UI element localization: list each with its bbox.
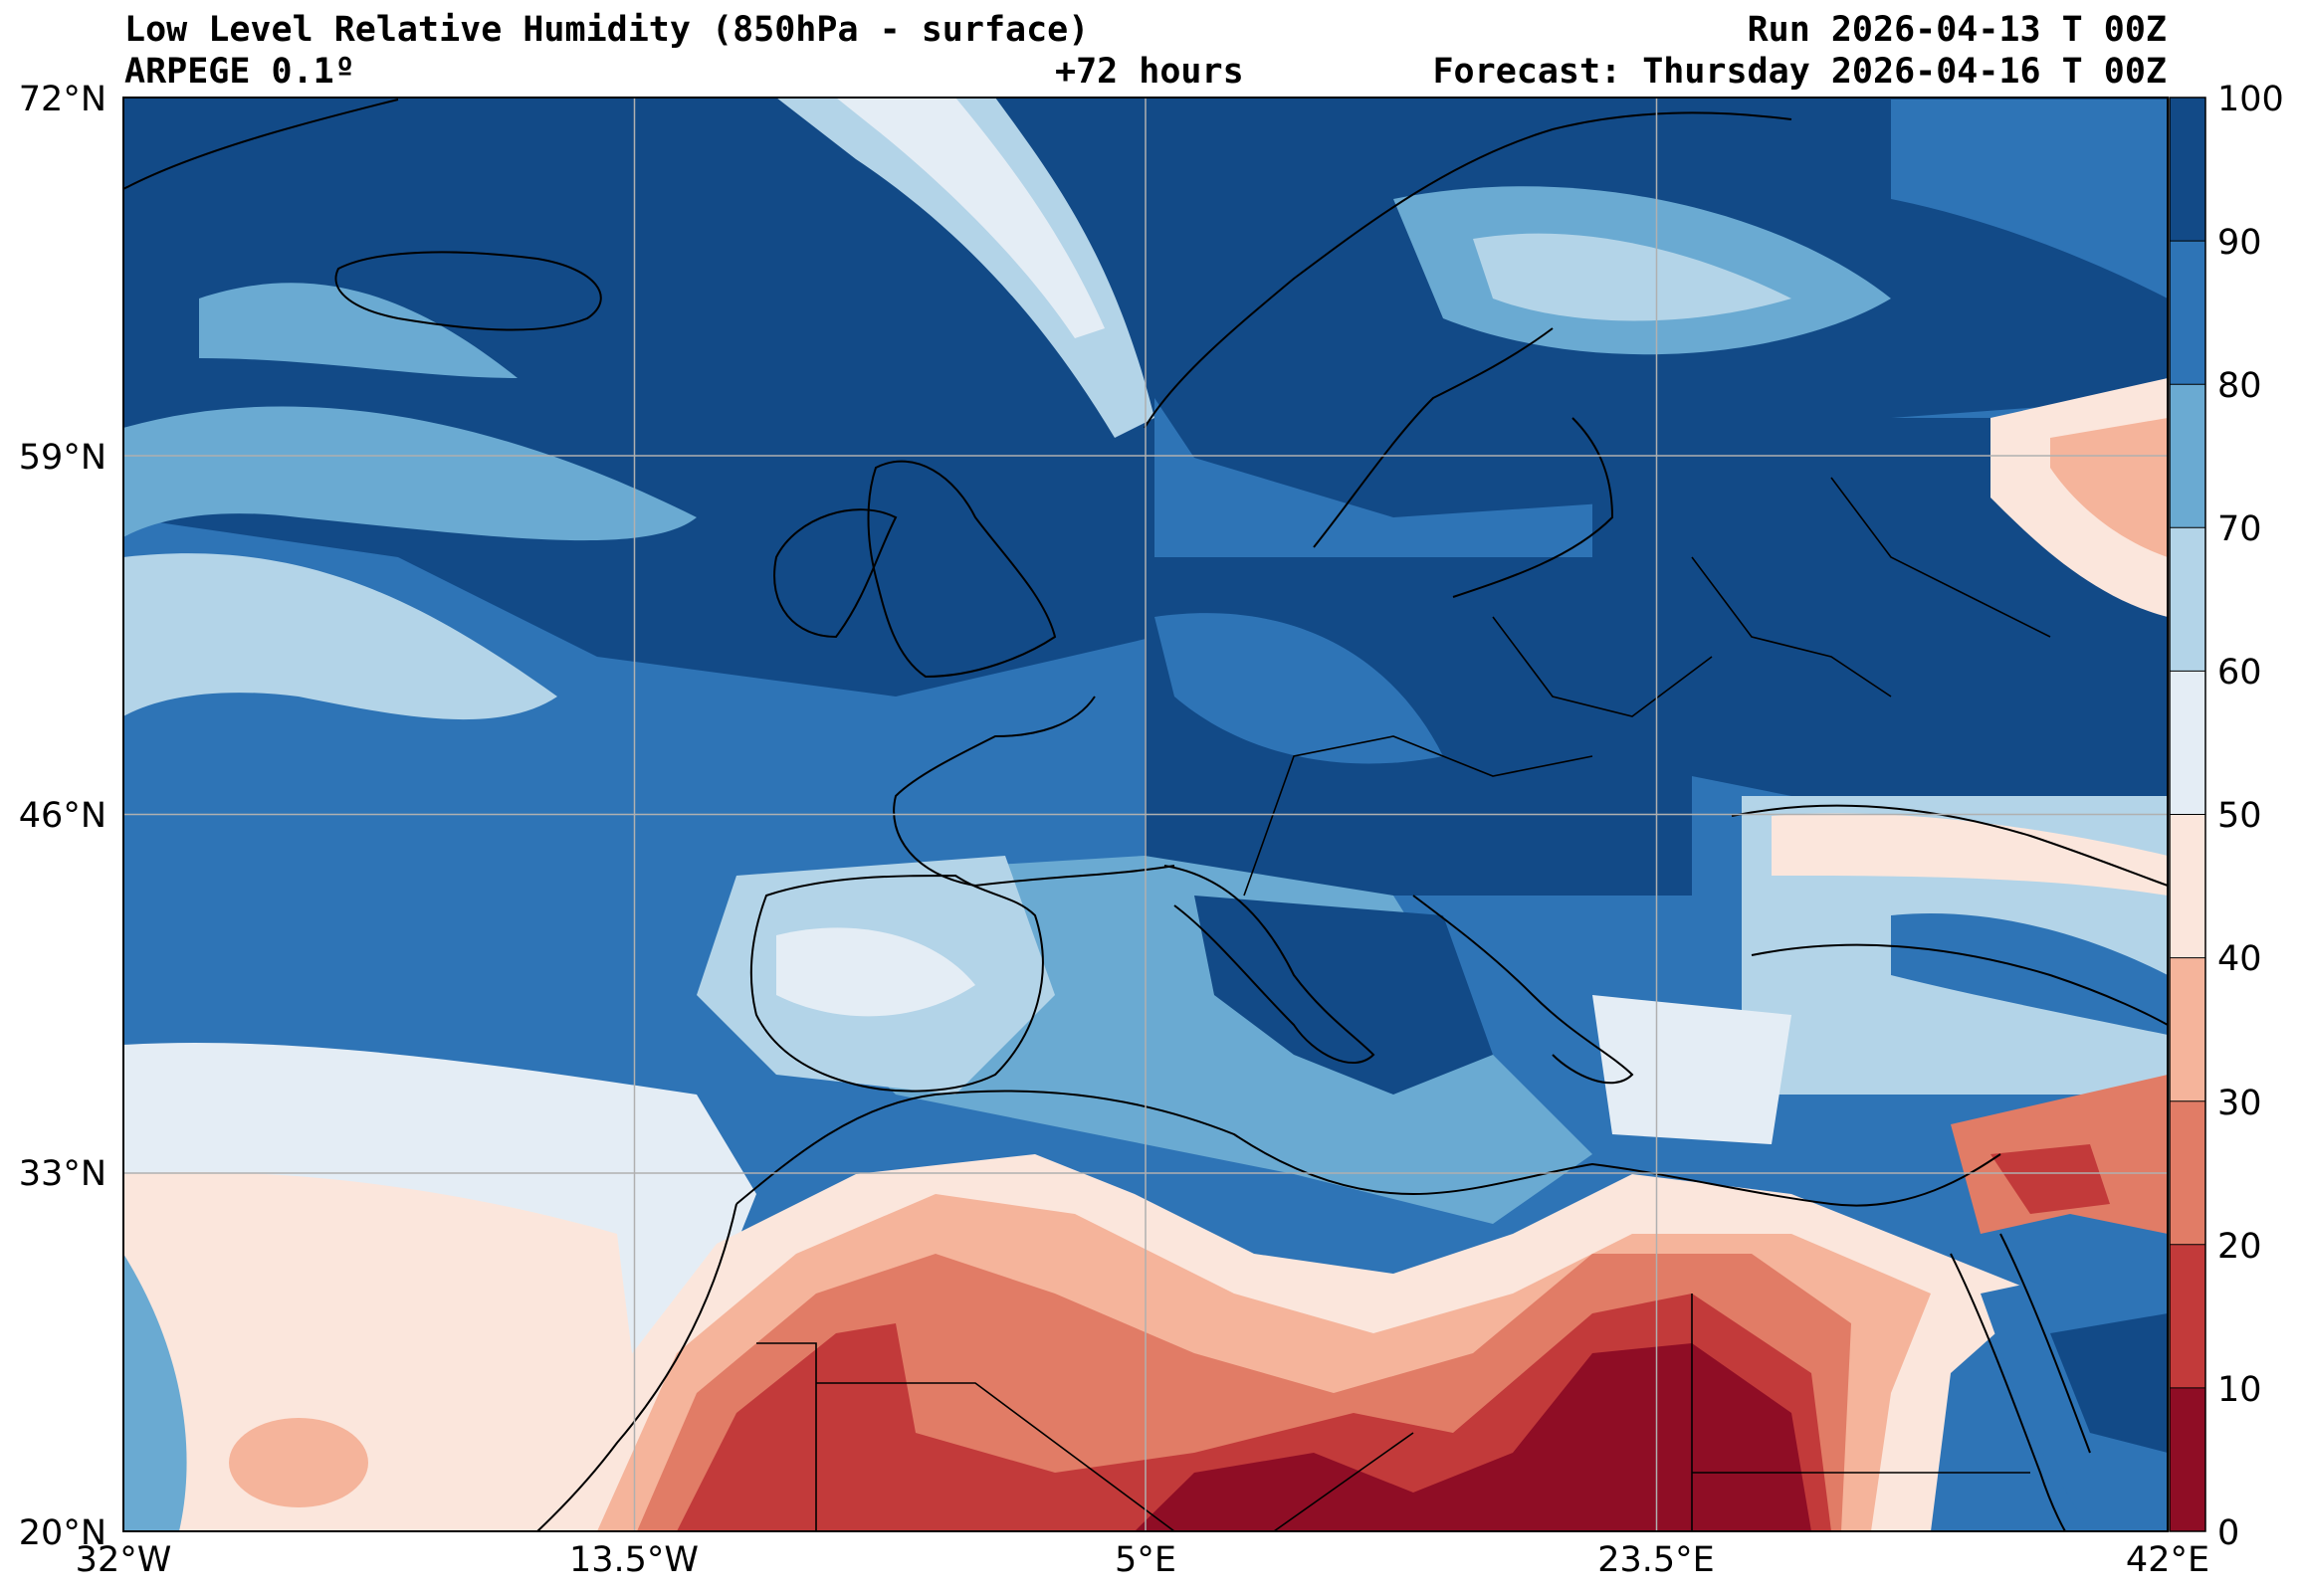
lat-label-72n: 72°N	[18, 80, 106, 119]
colorbar-frame	[2169, 97, 2206, 1532]
colorbar-band	[2170, 98, 2205, 242]
gridlines	[123, 98, 2168, 1531]
colorbar-tick-10: 10	[2217, 1370, 2262, 1410]
colorbar	[2170, 98, 2205, 1532]
borders	[756, 477, 2051, 1531]
lat-label-20n: 20°N	[18, 1513, 106, 1553]
lat-label-33n: 33°N	[18, 1154, 106, 1194]
colorbar-tick-60: 60	[2217, 653, 2262, 693]
colorbar-band	[2170, 1244, 2205, 1389]
lon-label-42e: 42°E	[2125, 1540, 2210, 1580]
lon-label-5e: 5°E	[1115, 1540, 1176, 1580]
lat-label-59n: 59°N	[18, 438, 106, 478]
model-label: ARPEGE 0.1º	[124, 52, 355, 92]
lat-label-46n: 46°N	[18, 796, 106, 836]
colorbar-band	[2170, 384, 2205, 528]
colorbar-band	[2170, 957, 2205, 1102]
colorbar-band	[2170, 1100, 2205, 1246]
colorbar-band	[2170, 671, 2205, 815]
colorbar-tick-50: 50	[2217, 796, 2262, 836]
colorbar-tick-90: 90	[2217, 223, 2262, 263]
map-title: Low Level Relative Humidity (850hPa - su…	[124, 10, 1090, 50]
colorbar-band	[2170, 241, 2205, 385]
colorbar-tick-40: 40	[2217, 939, 2262, 979]
forecast-label: Forecast: Thursday 2026-04-16 T 00Z	[1432, 52, 2167, 92]
colorbar-band	[2170, 527, 2205, 672]
lead-time-label: +72 hours	[1055, 52, 1244, 92]
colorbar-tick-80: 80	[2217, 366, 2262, 406]
coastlines	[123, 99, 2168, 1531]
lon-label-32w: 32°W	[75, 1540, 172, 1580]
colorbar-tick-0: 0	[2217, 1513, 2240, 1553]
colorbar-tick-30: 30	[2217, 1084, 2262, 1123]
colorbar-tick-70: 70	[2217, 509, 2262, 549]
colorbar-band	[2170, 1387, 2205, 1532]
colorbar-tick-20: 20	[2217, 1227, 2262, 1267]
map-frame	[122, 97, 2169, 1532]
lon-label-13-5w: 13.5°W	[568, 1540, 700, 1580]
lon-label-23-5e: 23.5°E	[1597, 1540, 1715, 1580]
colorbar-band	[2170, 814, 2205, 959]
run-label: Run 2026-04-13 T 00Z	[1747, 10, 2167, 50]
colorbar-tick-100: 100	[2217, 80, 2284, 119]
